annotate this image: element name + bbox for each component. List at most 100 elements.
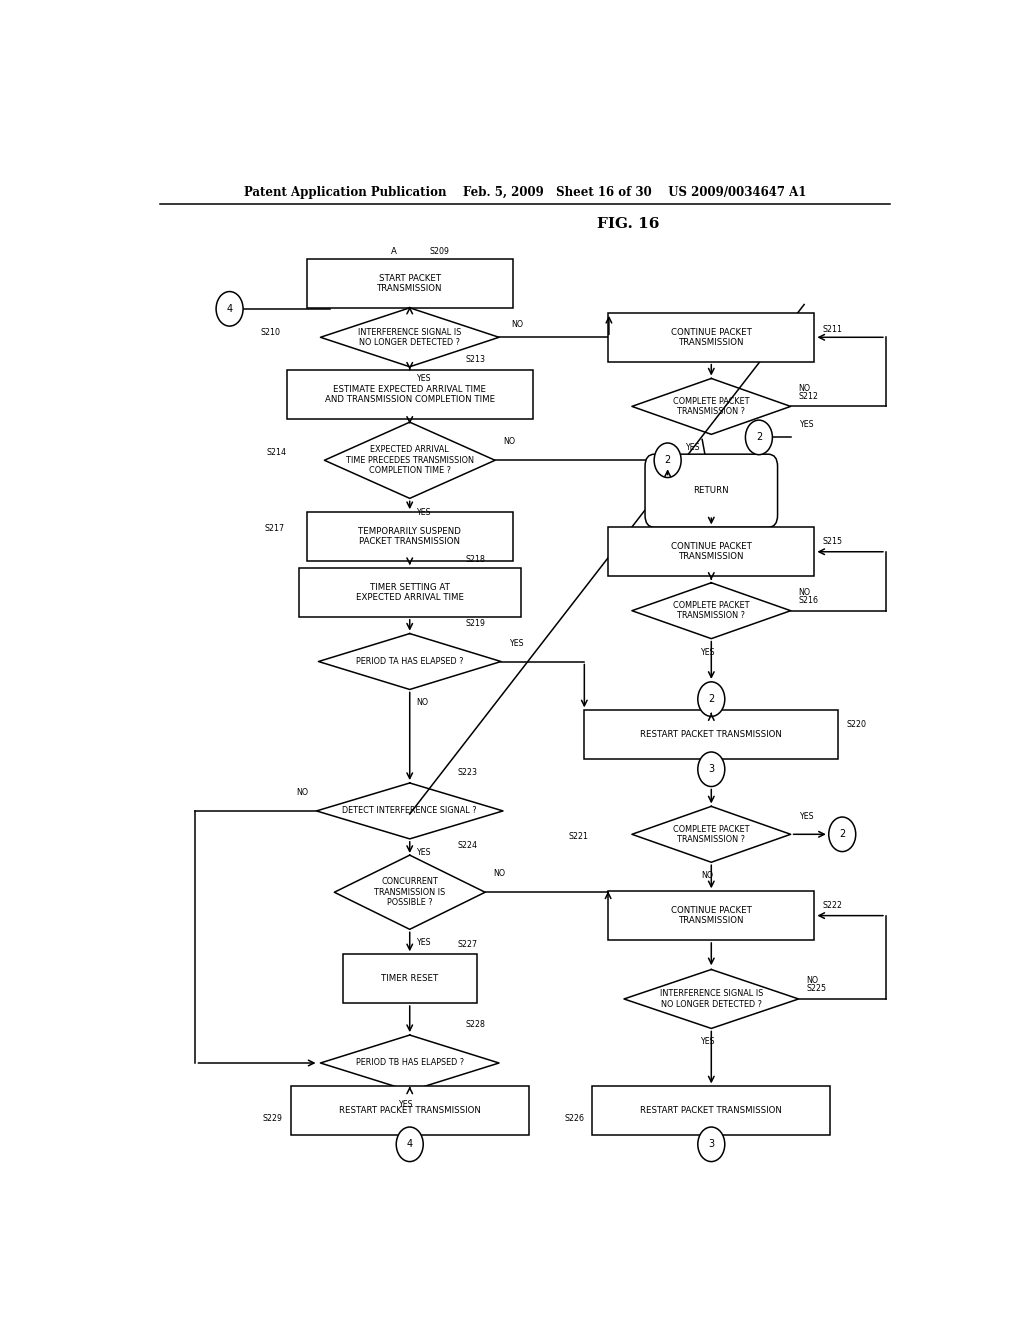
Text: START PACKET
TRANSMISSION: START PACKET TRANSMISSION	[377, 273, 442, 293]
Text: YES: YES	[509, 639, 523, 648]
Text: S209: S209	[430, 247, 450, 256]
Polygon shape	[334, 855, 485, 929]
Text: INTERFERENCE SIGNAL IS
NO LONGER DETECTED ?: INTERFERENCE SIGNAL IS NO LONGER DETECTE…	[659, 989, 763, 1008]
Text: CONCURRENT
TRANSMISSION IS
POSSIBLE ?: CONCURRENT TRANSMISSION IS POSSIBLE ?	[374, 878, 445, 907]
Circle shape	[828, 817, 856, 851]
Text: NO: NO	[701, 871, 714, 880]
FancyBboxPatch shape	[608, 891, 814, 940]
Text: A: A	[391, 247, 396, 256]
FancyBboxPatch shape	[291, 1086, 528, 1135]
Polygon shape	[318, 634, 501, 689]
Text: S218: S218	[465, 556, 485, 565]
Text: RESTART PACKET TRANSMISSION: RESTART PACKET TRANSMISSION	[640, 1106, 782, 1115]
FancyBboxPatch shape	[299, 568, 521, 616]
Text: S225: S225	[807, 985, 826, 993]
Text: S228: S228	[465, 1020, 485, 1030]
Text: S211: S211	[822, 325, 843, 334]
FancyBboxPatch shape	[645, 454, 777, 528]
Text: S213: S213	[465, 355, 485, 364]
Text: NO: NO	[799, 384, 811, 392]
Text: Patent Application Publication    Feb. 5, 2009   Sheet 16 of 30    US 2009/00346: Patent Application Publication Feb. 5, 2…	[244, 186, 806, 199]
Polygon shape	[321, 308, 499, 367]
Polygon shape	[316, 783, 503, 840]
Text: 3: 3	[709, 1139, 715, 1150]
Polygon shape	[632, 582, 791, 639]
Text: 4: 4	[226, 304, 232, 314]
Text: 2: 2	[665, 455, 671, 465]
Text: S215: S215	[822, 537, 843, 546]
Text: NO: NO	[807, 977, 818, 985]
Text: NO: NO	[799, 587, 811, 597]
Circle shape	[697, 752, 725, 787]
Circle shape	[745, 420, 772, 454]
Text: S226: S226	[564, 1114, 585, 1123]
Text: NO: NO	[494, 870, 505, 878]
Text: INTERFERENCE SIGNAL IS
NO LONGER DETECTED ?: INTERFERENCE SIGNAL IS NO LONGER DETECTE…	[358, 327, 462, 347]
Text: RESTART PACKET TRANSMISSION: RESTART PACKET TRANSMISSION	[640, 730, 782, 739]
Text: TIMER SETTING AT
EXPECTED ARRIVAL TIME: TIMER SETTING AT EXPECTED ARRIVAL TIME	[355, 582, 464, 602]
Text: RETURN: RETURN	[693, 486, 729, 495]
Text: NO: NO	[511, 319, 523, 329]
Text: NO: NO	[503, 437, 515, 446]
FancyBboxPatch shape	[306, 512, 513, 561]
Polygon shape	[321, 1035, 499, 1090]
Circle shape	[697, 682, 725, 717]
Text: S229: S229	[263, 1114, 283, 1123]
Text: S220: S220	[846, 719, 866, 729]
FancyBboxPatch shape	[608, 528, 814, 576]
Polygon shape	[632, 807, 791, 862]
Text: 2: 2	[839, 829, 846, 840]
Circle shape	[396, 1127, 423, 1162]
FancyBboxPatch shape	[343, 954, 477, 1003]
Polygon shape	[632, 379, 791, 434]
FancyBboxPatch shape	[585, 710, 839, 759]
Text: 2: 2	[709, 694, 715, 704]
FancyBboxPatch shape	[306, 259, 513, 308]
Text: 3: 3	[709, 764, 715, 775]
Text: YES: YES	[416, 939, 431, 946]
Text: S224: S224	[458, 841, 477, 850]
Text: TIMER RESET: TIMER RESET	[381, 974, 438, 983]
Text: S227: S227	[458, 940, 477, 949]
Circle shape	[216, 292, 243, 326]
Text: YES: YES	[685, 442, 699, 451]
Text: S216: S216	[799, 597, 818, 605]
Text: YES: YES	[416, 847, 431, 857]
Text: S222: S222	[822, 902, 843, 909]
Text: DETECT INTERFERENCE SIGNAL ?: DETECT INTERFERENCE SIGNAL ?	[342, 807, 477, 816]
Polygon shape	[624, 969, 799, 1028]
Text: RESTART PACKET TRANSMISSION: RESTART PACKET TRANSMISSION	[339, 1106, 480, 1115]
Text: COMPLETE PACKET
TRANSMISSION ?: COMPLETE PACKET TRANSMISSION ?	[673, 825, 750, 843]
Text: S214: S214	[266, 447, 287, 457]
Text: TEMPORARILY SUSPEND
PACKET TRANSMISSION: TEMPORARILY SUSPEND PACKET TRANSMISSION	[358, 527, 461, 546]
Text: CONTINUE PACKET
TRANSMISSION: CONTINUE PACKET TRANSMISSION	[671, 906, 752, 925]
Text: YES: YES	[700, 1038, 715, 1047]
Text: YES: YES	[799, 420, 813, 429]
FancyBboxPatch shape	[592, 1086, 830, 1135]
Text: S219: S219	[465, 619, 485, 628]
Text: 2: 2	[756, 433, 762, 442]
Text: YES: YES	[416, 508, 431, 517]
Text: NO: NO	[416, 698, 428, 708]
Text: CONTINUE PACKET
TRANSMISSION: CONTINUE PACKET TRANSMISSION	[671, 543, 752, 561]
Text: S223: S223	[458, 768, 477, 777]
Text: COMPLETE PACKET
TRANSMISSION ?: COMPLETE PACKET TRANSMISSION ?	[673, 601, 750, 620]
Text: ESTIMATE EXPECTED ARRIVAL TIME
AND TRANSMISSION COMPLETION TIME: ESTIMATE EXPECTED ARRIVAL TIME AND TRANS…	[325, 384, 495, 404]
Text: FIG. 16: FIG. 16	[597, 218, 659, 231]
Text: S210: S210	[261, 327, 281, 337]
Text: YES: YES	[799, 812, 813, 821]
Text: COMPLETE PACKET
TRANSMISSION ?: COMPLETE PACKET TRANSMISSION ?	[673, 397, 750, 416]
Text: YES: YES	[700, 648, 715, 657]
Text: PERIOD TA HAS ELAPSED ?: PERIOD TA HAS ELAPSED ?	[356, 657, 464, 667]
Text: CONTINUE PACKET
TRANSMISSION: CONTINUE PACKET TRANSMISSION	[671, 327, 752, 347]
Polygon shape	[325, 422, 495, 499]
Circle shape	[654, 444, 681, 478]
FancyBboxPatch shape	[287, 370, 532, 418]
Text: PERIOD TB HAS ELAPSED ?: PERIOD TB HAS ELAPSED ?	[355, 1059, 464, 1068]
Text: YES: YES	[398, 1100, 413, 1109]
Text: NO: NO	[296, 788, 308, 797]
Text: 4: 4	[407, 1139, 413, 1150]
Text: S212: S212	[799, 392, 818, 401]
Circle shape	[697, 1127, 725, 1162]
FancyBboxPatch shape	[608, 313, 814, 362]
